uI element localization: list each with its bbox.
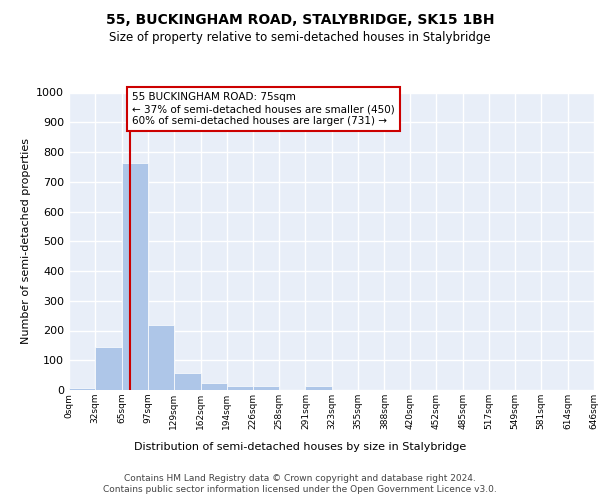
Text: 55, BUCKINGHAM ROAD, STALYBRIDGE, SK15 1BH: 55, BUCKINGHAM ROAD, STALYBRIDGE, SK15 1… [106,12,494,26]
Bar [305,386,331,390]
Bar [122,164,148,390]
Text: Size of property relative to semi-detached houses in Stalybridge: Size of property relative to semi-detach… [109,31,491,44]
Text: Contains public sector information licensed under the Open Government Licence v3: Contains public sector information licen… [103,485,497,494]
Bar [227,386,253,390]
Text: 55 BUCKINGHAM ROAD: 75sqm
← 37% of semi-detached houses are smaller (450)
60% of: 55 BUCKINGHAM ROAD: 75sqm ← 37% of semi-… [133,92,395,126]
Bar [69,388,95,390]
Bar [253,386,278,390]
Bar [200,382,227,390]
Text: Distribution of semi-detached houses by size in Stalybridge: Distribution of semi-detached houses by … [134,442,466,452]
Text: Contains HM Land Registry data © Crown copyright and database right 2024.: Contains HM Land Registry data © Crown c… [124,474,476,483]
Bar [148,324,174,390]
Y-axis label: Number of semi-detached properties: Number of semi-detached properties [20,138,31,344]
Bar [95,347,122,390]
Bar [174,373,200,390]
